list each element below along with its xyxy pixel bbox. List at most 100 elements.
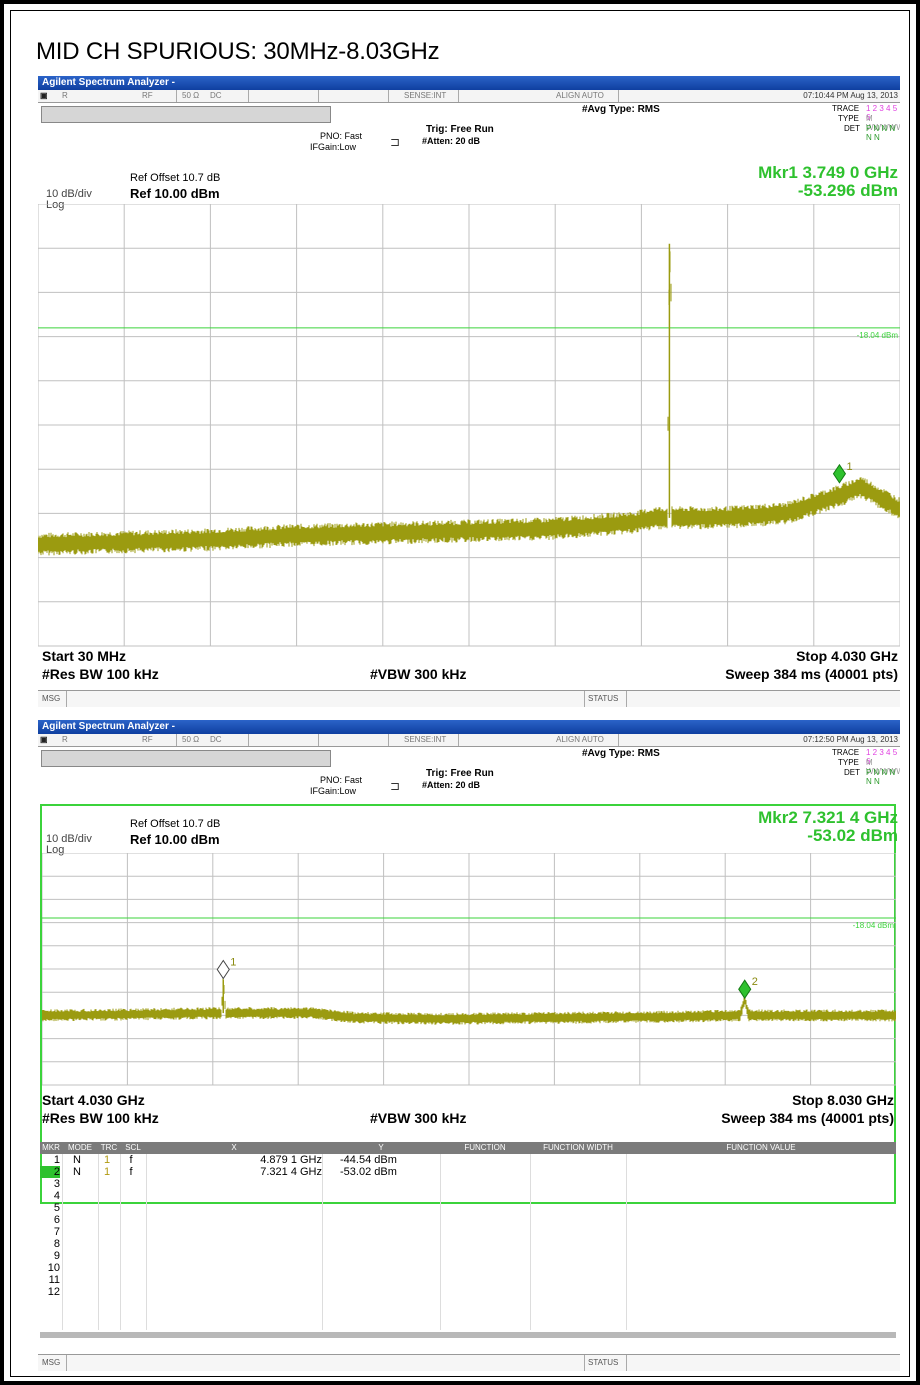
ref-level: Ref 10.00 dBm — [130, 186, 220, 201]
marker-amplitude: -53.296 dBm — [797, 181, 898, 200]
marker-scale: f — [129, 1154, 133, 1166]
atten-label: #Atten: 20 dB — [422, 136, 481, 146]
marker-scale: f — [129, 1166, 133, 1178]
app-title-bar: Agilent Spectrum Analyzer - — [38, 720, 900, 734]
sense-label: SENSE:INT — [404, 91, 447, 100]
table-row[interactable]: 7 — [40, 1226, 896, 1238]
table-row[interactable]: 10 — [40, 1262, 896, 1274]
table-row[interactable]: 6 — [40, 1214, 896, 1226]
align-label: ALIGN AUTO — [556, 91, 604, 100]
marker-number: 2 — [40, 1166, 60, 1178]
table-row[interactable]: 3 — [40, 1178, 896, 1190]
marker-diamond[interactable] — [738, 979, 752, 1000]
marker-diamond[interactable] — [216, 959, 230, 980]
marker-diamond[interactable] — [832, 463, 847, 484]
message-bar: MSG STATUS — [38, 1354, 900, 1371]
pno-label: PNO: Fast — [320, 131, 363, 141]
table-scroll-strip[interactable] — [40, 1332, 896, 1338]
marker-number: 7 — [53, 1226, 60, 1238]
vbw-label: #VBW 300 kHz — [370, 1110, 467, 1126]
sweep-label: Sweep 384 ms (40001 pts) — [721, 1110, 894, 1126]
app-title-bar: Agilent Spectrum Analyzer - — [38, 76, 900, 90]
start-frequency: Start 30 MHz — [42, 648, 127, 664]
pno-label: PNO: Fast — [320, 775, 363, 785]
ref-offset: Ref Offset 10.7 dB — [130, 818, 221, 830]
inner-frame — [10, 10, 910, 1377]
impedance-label: 50 Ω — [182, 735, 200, 744]
trace-numbers: 1 2 3 4 5 6 — [866, 748, 898, 766]
message-bar: MSG STATUS — [38, 690, 900, 707]
avg-type: #Avg Type: RMS — [582, 104, 660, 115]
table-row[interactable]: 4 — [40, 1190, 896, 1202]
scale-label: 10 dB/div — [46, 833, 92, 845]
marker-frequency: Mkr1 3.749 0 GHz — [758, 163, 898, 182]
rf-label: RF — [142, 735, 153, 744]
spectrum-analyzer-panel-2: Agilent Spectrum Analyzer - ▣ R RF 50 Ω … — [38, 720, 900, 1374]
marker-number: 12 — [47, 1286, 60, 1298]
trace-label: TRACE — [832, 104, 860, 113]
marker-trace: 1 — [103, 1166, 111, 1178]
table-header-function-value: FUNCTION VALUE — [726, 1143, 796, 1152]
det-label: DET — [844, 124, 860, 133]
marker-table-header: MKR MODE TRC SCL X Y FUNCTION FUNCTION WIDTH FUN… — [40, 1142, 896, 1154]
marker-number: 1 — [53, 1154, 60, 1166]
table-header-y: Y — [378, 1143, 384, 1152]
message-box — [41, 106, 331, 123]
msg-label: MSG — [42, 1358, 61, 1367]
marker-number: 5 — [53, 1202, 60, 1214]
marker-number: 3 — [53, 1178, 60, 1190]
sense-label: SENSE:INT — [404, 735, 447, 744]
atten-label: #Atten: 20 dB — [422, 780, 481, 790]
coupling-label: DC — [210, 91, 222, 100]
table-header-function: FUNCTION — [464, 1143, 506, 1152]
marker-x: 7.321 4 GHz — [260, 1166, 322, 1178]
marker-number-label: 2 — [752, 976, 758, 988]
limit-line-label: -18.04 dBm — [857, 331, 899, 340]
limit-line-label: -18.04 dBm — [853, 921, 895, 930]
table-header-scl: SCL — [125, 1143, 141, 1152]
marker-frequency: Mkr2 7.321 4 GHz — [758, 808, 898, 827]
status-strip: ▣ R RF 50 Ω DC SENSE:INT ALIGN AUTO 07:1… — [38, 90, 900, 103]
rbw-label: #Res BW 100 kHz — [42, 1110, 159, 1126]
marker-number: 6 — [53, 1214, 60, 1226]
table-header-mode: MODE — [68, 1143, 92, 1152]
marker-table: 1 N 1 f 4.879 1 GHz -44.54 dBm 2 N 1 f 7.321 4 GHz… — [40, 1154, 896, 1330]
det-value: P N N N N N — [866, 768, 896, 786]
trigger-label: Trig: Free Run — [426, 768, 494, 779]
msg-label: MSG — [42, 694, 61, 703]
det-value: P N N N N N — [866, 124, 896, 142]
mode-label: R — [62, 735, 68, 744]
vbw-label: #VBW 300 kHz — [370, 666, 467, 682]
rbw-label: #Res BW 100 kHz — [42, 666, 159, 682]
active-window-border — [40, 804, 896, 1204]
table-header-trc: TRC — [100, 1143, 118, 1152]
ifgain-label: IFGain:Low — [310, 142, 357, 152]
stop-frequency: Stop 4.030 GHz — [796, 648, 898, 664]
table-row[interactable]: 9 — [40, 1250, 896, 1262]
marker-x: 4.879 1 GHz — [260, 1154, 322, 1166]
align-label: ALIGN AUTO — [556, 735, 604, 744]
timestamp: 07:10:44 PM Aug 13, 2013 — [803, 91, 898, 100]
marker-number-label: 1 — [230, 957, 236, 969]
spectrum-plot-2: 0.00-10.0-20.0-30.0-40.0-50.0-60.0-70.0-… — [42, 853, 896, 1086]
table-row[interactable]: 5 — [40, 1202, 896, 1214]
sweep-label: Sweep 384 ms (40001 pts) — [725, 666, 898, 682]
marker-y: -53.02 dBm — [340, 1166, 397, 1178]
trace-numbers: 1 2 3 4 5 6 — [866, 104, 898, 122]
page-title: MID CH SPURIOUS: 30MHz-8.03GHz — [36, 38, 440, 65]
marker-mode: N — [73, 1154, 81, 1166]
mode-label: R — [62, 91, 68, 100]
table-row[interactable]: 11 — [40, 1274, 896, 1286]
impedance-label: 50 Ω — [182, 91, 200, 100]
spectrum-analyzer-panel-1: Agilent Spectrum Analyzer - ▣ R RF 50 Ω … — [38, 76, 900, 708]
table-row[interactable]: 12 — [40, 1286, 896, 1298]
status-strip: ▣ R RF 50 Ω DC SENSE:INT ALIGN AUTO 07:1… — [38, 734, 900, 747]
table-row[interactable]: 2 N 1 f 7.321 4 GHz -53.02 dBm — [40, 1166, 896, 1178]
status-label: STATUS — [588, 694, 619, 703]
table-row[interactable]: 8 — [40, 1238, 896, 1250]
status-label: STATUS — [588, 1358, 619, 1367]
ltx-icon: ▣ — [40, 735, 48, 744]
trace-label: TRACE — [832, 748, 860, 757]
table-row[interactable]: 1 N 1 f 4.879 1 GHz -44.54 dBm — [40, 1154, 896, 1166]
